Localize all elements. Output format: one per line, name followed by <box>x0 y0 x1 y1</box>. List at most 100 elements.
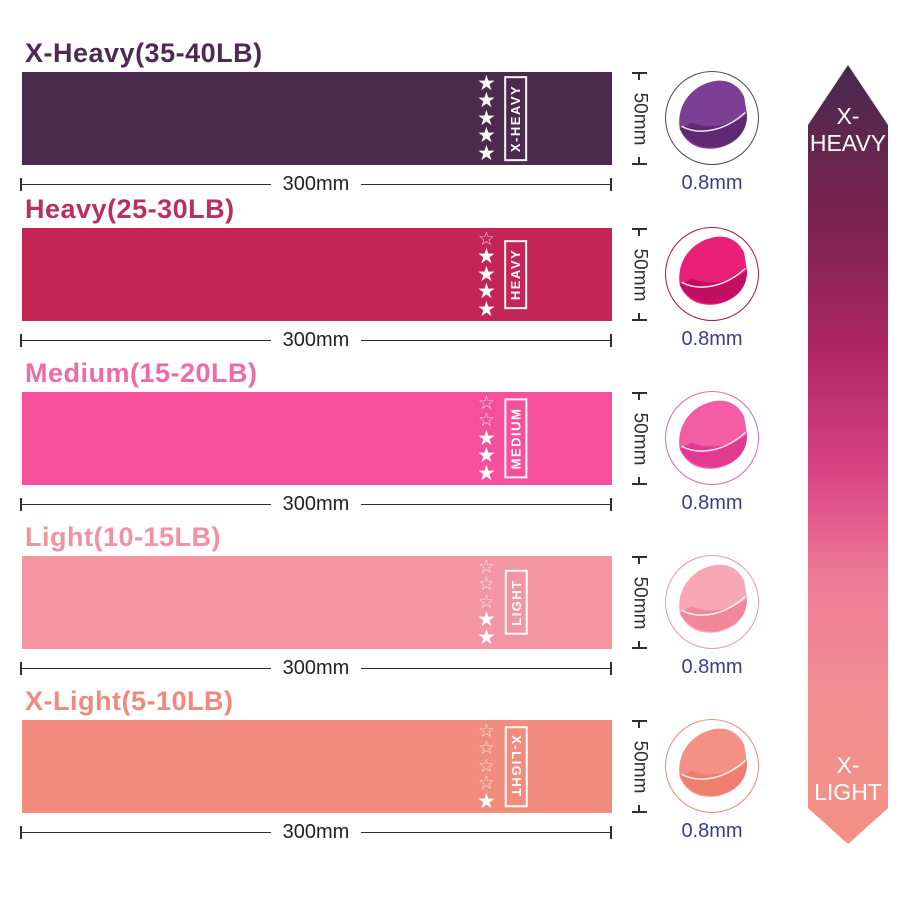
dimension-tick-bottom <box>631 157 647 165</box>
dimension-tick-left <box>20 178 22 191</box>
height-dimension: 50mm <box>622 556 656 649</box>
dimension-tick-top <box>631 72 647 80</box>
dimension-tick-right <box>610 662 613 675</box>
height-dimension-label: 50mm <box>629 412 651 465</box>
dimension-tick-bottom <box>631 805 647 813</box>
width-dimension-label: 300mm <box>282 329 350 351</box>
dimension-line <box>22 339 271 342</box>
band-decoration: ☆ ☆ ☆ ★ ★ LIGHT <box>477 556 530 649</box>
band-name-tag: X-HEAVY <box>504 75 528 162</box>
height-dimension-label: 50mm <box>629 740 651 793</box>
thickness-label: 0.8mm <box>681 656 743 678</box>
band-title: X-Light(5-10LB) <box>25 686 234 716</box>
folded-band-icon <box>679 80 748 149</box>
band-title: Medium(15-20LB) <box>25 358 258 388</box>
scale-top-label: X- HEAVY <box>809 103 887 156</box>
band-name-tag: HEAVY <box>504 239 528 310</box>
dimension-tick-bottom <box>631 477 647 485</box>
band-name-tag-wrap: HEAVY <box>502 228 530 321</box>
dimension-line <box>361 339 611 342</box>
band-name-tag-wrap: X-LIGHT <box>502 720 530 813</box>
dimension-tick-bottom <box>631 313 647 321</box>
band-swatch: ★ ★ ★ ★ ★ X-HEAVY <box>22 72 612 165</box>
height-dimension-label: 50mm <box>629 248 651 301</box>
star-filled-icon: ★ <box>477 244 496 269</box>
thickness-photo-circle <box>665 71 759 165</box>
star-outline-icon: ☆ <box>477 772 495 795</box>
star-outline-icon: ☆ <box>477 754 495 777</box>
star-filled-icon: ★ <box>477 88 496 113</box>
star-filled-icon: ★ <box>477 123 496 148</box>
width-dimension-label: 300mm <box>282 657 350 679</box>
dimension-line <box>361 183 611 186</box>
star-outline-icon: ☆ <box>477 409 495 432</box>
height-dimension-label: 50mm <box>629 92 651 145</box>
height-dimension: 50mm <box>622 72 656 165</box>
dimension-line <box>22 503 271 506</box>
dimension-tick-right <box>610 334 613 347</box>
star-rating: ☆ ☆ ☆ ☆ ★ <box>477 719 496 811</box>
band-title: Heavy(25-30LB) <box>25 194 235 224</box>
band-swatch: ☆ ★ ★ ★ ★ HEAVY <box>22 228 612 321</box>
dimension-tick-left <box>20 498 22 511</box>
width-dimension-label: 300mm <box>282 821 350 843</box>
star-filled-icon: ★ <box>477 296 496 321</box>
dimension-line <box>22 667 271 670</box>
thickness-label: 0.8mm <box>681 820 743 842</box>
band-title: X-Heavy(35-40LB) <box>25 38 263 68</box>
star-rating: ☆ ☆ ★ ★ ★ <box>477 391 496 485</box>
width-dimension: 300mm <box>20 173 613 196</box>
scale-bottom-label: X- LIGHT <box>814 752 882 805</box>
band-swatch: ☆ ☆ ☆ ☆ ★ X-LIGHT <box>22 720 612 813</box>
folded-band-icon <box>679 564 748 633</box>
width-dimension: 300mm <box>20 329 613 352</box>
star-filled-icon: ★ <box>477 70 496 95</box>
dimension-tick-top <box>631 556 647 564</box>
dimension-tick-right <box>610 826 613 839</box>
dimension-line <box>22 831 271 834</box>
star-outline-icon: ☆ <box>477 555 495 578</box>
band-swatch: ☆ ☆ ★ ★ ★ MEDIUM <box>22 392 612 485</box>
dimension-tick-top <box>631 228 647 236</box>
star-outline-icon: ☆ <box>477 719 495 742</box>
band-title: Light(10-15LB) <box>25 522 221 552</box>
band-decoration: ★ ★ ★ ★ ★ X-HEAVY <box>477 72 530 165</box>
thickness-label: 0.8mm <box>681 328 743 350</box>
star-filled-icon: ★ <box>477 105 496 130</box>
width-dimension: 300mm <box>20 657 613 680</box>
dimension-tick-right <box>610 178 613 191</box>
band-decoration: ☆ ☆ ☆ ☆ ★ X-LIGHT <box>477 720 530 813</box>
band-swatch: ☆ ☆ ☆ ★ ★ LIGHT <box>22 556 612 649</box>
height-dimension: 50mm <box>622 392 656 485</box>
band-decoration: ☆ ★ ★ ★ ★ HEAVY <box>477 228 530 321</box>
star-outline-icon: ☆ <box>477 391 495 414</box>
dimension-line <box>361 667 611 670</box>
dimension-line <box>361 503 611 506</box>
star-filled-icon: ★ <box>477 425 496 450</box>
star-filled-icon: ★ <box>477 607 496 632</box>
star-outline-icon: ☆ <box>477 737 495 760</box>
folded-band-icon <box>679 400 748 469</box>
dimension-tick-left <box>20 826 22 839</box>
star-outline-icon: ☆ <box>477 227 495 250</box>
star-rating: ☆ ☆ ☆ ★ ★ <box>477 555 496 647</box>
band-name-tag-wrap: LIGHT <box>502 556 530 649</box>
band-name-tag: MEDIUM <box>504 398 528 479</box>
thickness-photo-circle <box>665 391 759 485</box>
height-dimension-label: 50mm <box>629 576 651 629</box>
dimension-tick-left <box>20 662 22 675</box>
product-row: X-Heavy(35-40LB) ★ ★ ★ ★ ★ X-HEAVY 50mm 300m… <box>0 38 900 200</box>
width-dimension-label: 300mm <box>282 493 350 515</box>
star-filled-icon: ★ <box>477 140 496 165</box>
folded-band-icon <box>679 728 748 797</box>
product-row: Heavy(25-30LB) ☆ ★ ★ ★ ★ HEAVY 50mm 300mm <box>0 194 900 356</box>
star-filled-icon: ★ <box>477 460 496 485</box>
strength-scale-arrow: X- HEAVY X- LIGHT <box>808 65 888 844</box>
dimension-line <box>22 183 271 186</box>
folded-band-icon <box>679 236 748 305</box>
thickness-label: 0.8mm <box>681 492 743 514</box>
star-filled-icon: ★ <box>477 443 496 468</box>
band-name-tag: X-LIGHT <box>504 726 528 807</box>
height-dimension: 50mm <box>622 720 656 813</box>
thickness-label: 0.8mm <box>681 172 743 194</box>
